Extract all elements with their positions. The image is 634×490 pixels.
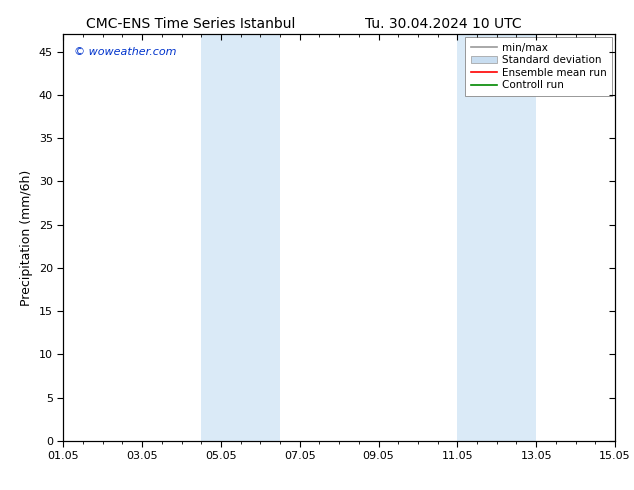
Legend: min/max, Standard deviation, Ensemble mean run, Controll run: min/max, Standard deviation, Ensemble me… xyxy=(465,37,612,96)
Bar xyxy=(457,34,536,441)
Bar xyxy=(202,34,280,441)
Y-axis label: Precipitation (mm/6h): Precipitation (mm/6h) xyxy=(20,170,34,306)
Text: CMC-ENS Time Series Istanbul: CMC-ENS Time Series Istanbul xyxy=(86,17,295,31)
Text: © woweather.com: © woweather.com xyxy=(74,47,177,56)
Text: Tu. 30.04.2024 10 UTC: Tu. 30.04.2024 10 UTC xyxy=(365,17,522,31)
